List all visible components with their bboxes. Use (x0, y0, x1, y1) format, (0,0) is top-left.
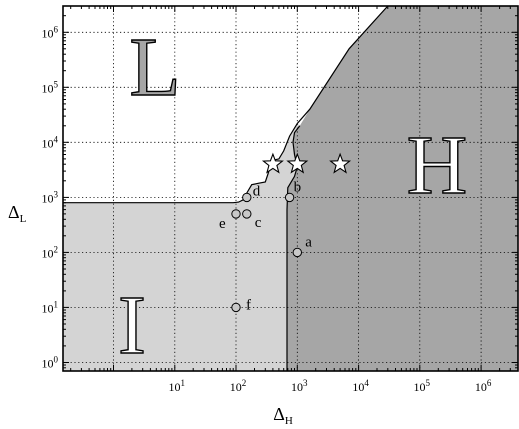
region-label-i: I (118, 279, 146, 372)
data-point-f (231, 302, 241, 313)
x-tick-label: 106 (475, 378, 492, 394)
star-markers (261, 152, 352, 174)
data-point-a (292, 247, 302, 258)
x-tick-label: 105 (414, 378, 431, 394)
y-tick-label: 106 (42, 24, 59, 40)
x-axis-title-sub: H (285, 415, 293, 427)
x-tick-label: 104 (352, 378, 369, 394)
x-tick-label: 101 (169, 378, 186, 394)
regions (63, 6, 518, 371)
y-tick-label: 101 (42, 299, 59, 315)
point-label-c: c (255, 215, 262, 231)
point-label-b: b (294, 179, 302, 195)
star-marker (286, 152, 309, 174)
data-points: a b cd e f (219, 179, 312, 313)
point-label-a: a (305, 234, 312, 250)
point-label-d: d (253, 183, 261, 199)
data-point-b (284, 192, 295, 203)
point-label-f: f (246, 297, 251, 313)
plot-frame (62, 5, 519, 372)
y-tick-label: 104 (42, 134, 59, 150)
x-tick-label: 102 (230, 378, 247, 394)
tick-marks (63, 5, 519, 372)
y-tick-label: 105 (42, 79, 59, 95)
region-h-area (287, 6, 518, 371)
y-axis-title-main: Δ (8, 202, 20, 222)
upper-phase-boundary (63, 5, 389, 204)
point-label-e: e (219, 216, 226, 232)
y-tick-label: 102 (42, 244, 59, 260)
x-axis-title-main: Δ (273, 404, 285, 424)
region-label-h: H (407, 119, 468, 212)
region-i-area (63, 123, 300, 371)
x-axis-title: ΔH (273, 404, 293, 427)
y-axis-title: ΔL (8, 202, 27, 225)
data-point-c (242, 209, 252, 219)
x-tick-labels: 101 102 103 104 105 106 (169, 378, 492, 394)
y-tick-label: 103 (42, 189, 59, 205)
star-marker (329, 152, 352, 174)
x-tick-label: 103 (291, 378, 308, 394)
region-l-area (63, 6, 388, 203)
data-point-d (242, 192, 252, 203)
region-label-l: L (129, 21, 180, 114)
y-tick-label: 100 (42, 355, 59, 371)
gridlines (63, 6, 518, 371)
star-marker (261, 152, 284, 174)
y-axis-title-sub: L (20, 213, 27, 225)
y-tick-labels: 100 101 102 103 104 105 106 (42, 24, 59, 370)
data-point-e (231, 209, 241, 219)
